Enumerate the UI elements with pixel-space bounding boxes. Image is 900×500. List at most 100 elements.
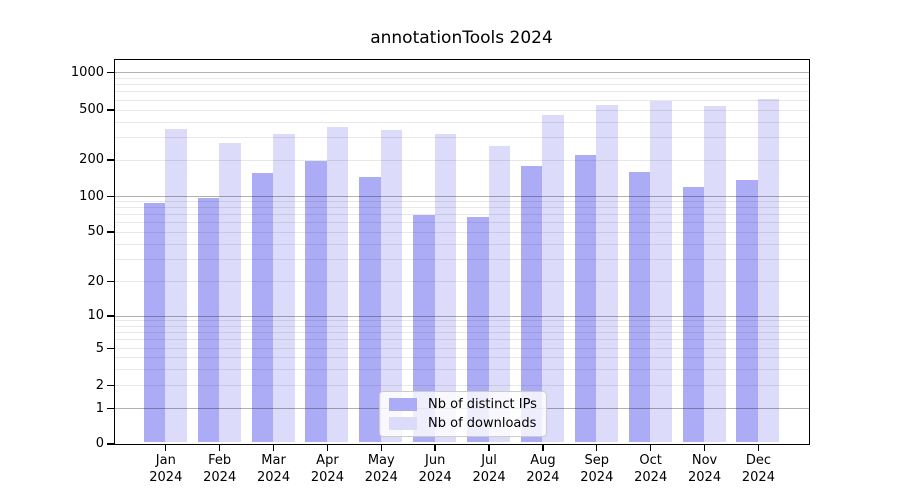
gridline-minor	[114, 357, 809, 358]
y-tick-mark	[106, 71, 114, 74]
x-tick-label: May 2024	[349, 452, 413, 486]
x-tick-label: Oct 2024	[619, 452, 683, 486]
gridline-minor	[114, 320, 809, 322]
x-tick-year: 2024	[634, 469, 668, 485]
gridline-minor	[114, 84, 809, 86]
x-tick-year: 2024	[580, 469, 614, 485]
x-tick-mark	[649, 444, 652, 451]
y-tick-label: 200	[79, 152, 104, 167]
bar-distinct-ips-may	[359, 177, 381, 443]
bar-downloads-jun	[434, 134, 457, 443]
y-tick-mark	[106, 109, 114, 111]
x-tick-year: 2024	[741, 469, 775, 485]
x-tick-year: 2024	[203, 469, 237, 485]
x-tick-year: 2024	[149, 469, 183, 485]
x-tick-mark	[488, 444, 490, 451]
y-tick-label: 500	[79, 102, 104, 117]
x-tick-label: Jun 2024	[403, 452, 467, 486]
chart-title: annotationTools 2024	[370, 28, 553, 48]
y-tick-mark	[106, 407, 114, 410]
x-tick-year: 2024	[257, 469, 291, 485]
x-tick-month: Dec	[745, 452, 771, 468]
x-tick-month: Aug	[530, 452, 556, 468]
bar-downloads-jul	[488, 145, 511, 443]
y-tick-label: 20	[87, 273, 104, 289]
x-tick-mark	[165, 444, 167, 451]
x-tick-month: Feb	[208, 452, 232, 468]
bar-distinct-ips-jan	[143, 203, 166, 443]
gridline-minor	[114, 368, 809, 370]
gridline-minor	[114, 91, 809, 93]
x-tick-year: 2024	[688, 469, 722, 485]
gridline-minor	[114, 109, 809, 111]
x-tick-month: May	[367, 452, 395, 468]
x-tick-mark	[757, 444, 760, 451]
gridline-minor	[114, 99, 809, 101]
y-tick-mark	[106, 159, 114, 161]
x-tick-mark	[542, 444, 544, 451]
x-tick-year: 2024	[472, 469, 506, 485]
gridline-minor	[114, 222, 809, 224]
y-tick-label: 100	[79, 188, 104, 204]
x-tick-label: Apr 2024	[295, 452, 359, 486]
bar-distinct-ips-sep	[574, 154, 597, 443]
legend-label: Nb of downloads	[428, 416, 537, 431]
x-tick-mark	[218, 444, 221, 451]
x-tick-mark	[434, 444, 436, 451]
gridline-minor	[114, 339, 809, 341]
x-tick-month: Oct	[639, 452, 662, 468]
legend-row: Nb of distinct IPs	[389, 397, 537, 412]
legend-swatch	[389, 398, 417, 411]
bar-distinct-ips-nov	[682, 186, 705, 443]
gridline-minor	[114, 77, 809, 79]
bar-distinct-ips-apr	[305, 161, 327, 443]
bar-distinct-ips-dec	[736, 180, 758, 443]
x-tick-year: 2024	[310, 469, 344, 485]
x-tick-month: Mar	[261, 452, 286, 468]
plot-area	[113, 58, 810, 445]
bar-distinct-ips-oct	[628, 172, 651, 443]
legend: Nb of distinct IPs Nb of downloads	[379, 391, 547, 437]
y-tick-label: 0	[95, 436, 104, 451]
x-tick-month: Nov	[691, 452, 718, 468]
y-tick-label: 1	[95, 400, 104, 416]
gridline-major	[114, 72, 809, 74]
gridline-minor	[114, 121, 809, 123]
gridline-minor	[114, 281, 809, 282]
x-tick-mark	[703, 444, 706, 451]
bar-downloads-mar	[273, 134, 295, 443]
gridline-minor	[114, 259, 809, 261]
legend-swatch	[389, 417, 417, 430]
bar-distinct-ips-aug	[520, 165, 543, 443]
x-tick-month: Apr	[316, 452, 339, 468]
x-tick-label: Nov 2024	[673, 452, 737, 486]
bar-downloads-sep	[596, 104, 618, 443]
y-tick-mark	[106, 195, 114, 198]
y-tick-label: 50	[87, 224, 104, 239]
x-tick-year: 2024	[526, 469, 560, 485]
y-tick-label: 1000	[70, 64, 104, 80]
x-tick-month: Jan	[155, 452, 176, 468]
y-tick-mark	[106, 280, 114, 283]
y-tick-mark	[106, 443, 114, 445]
bar-downloads-feb	[219, 143, 241, 443]
bar-downloads-jan	[165, 128, 187, 443]
bar-distinct-ips-mar	[251, 172, 274, 443]
gridline-minor	[114, 159, 809, 161]
y-tick-mark	[106, 231, 114, 233]
bar-distinct-ips-feb	[197, 198, 220, 443]
gridline-minor	[114, 137, 809, 139]
gridline-minor	[114, 231, 809, 233]
gridline-major	[114, 315, 809, 317]
bar-distinct-ips-jun	[413, 215, 435, 443]
gridline-minor	[114, 348, 809, 349]
bar-downloads-aug	[542, 115, 564, 443]
y-tick-mark	[106, 347, 114, 350]
x-tick-label: Sep 2024	[565, 452, 629, 486]
gridline-minor	[114, 243, 809, 245]
x-tick-label: Aug 2024	[511, 452, 575, 486]
bar-downloads-oct	[650, 100, 672, 443]
bar-downloads-apr	[326, 127, 349, 443]
bar-downloads-dec	[757, 98, 780, 443]
y-tick-mark	[106, 315, 114, 317]
